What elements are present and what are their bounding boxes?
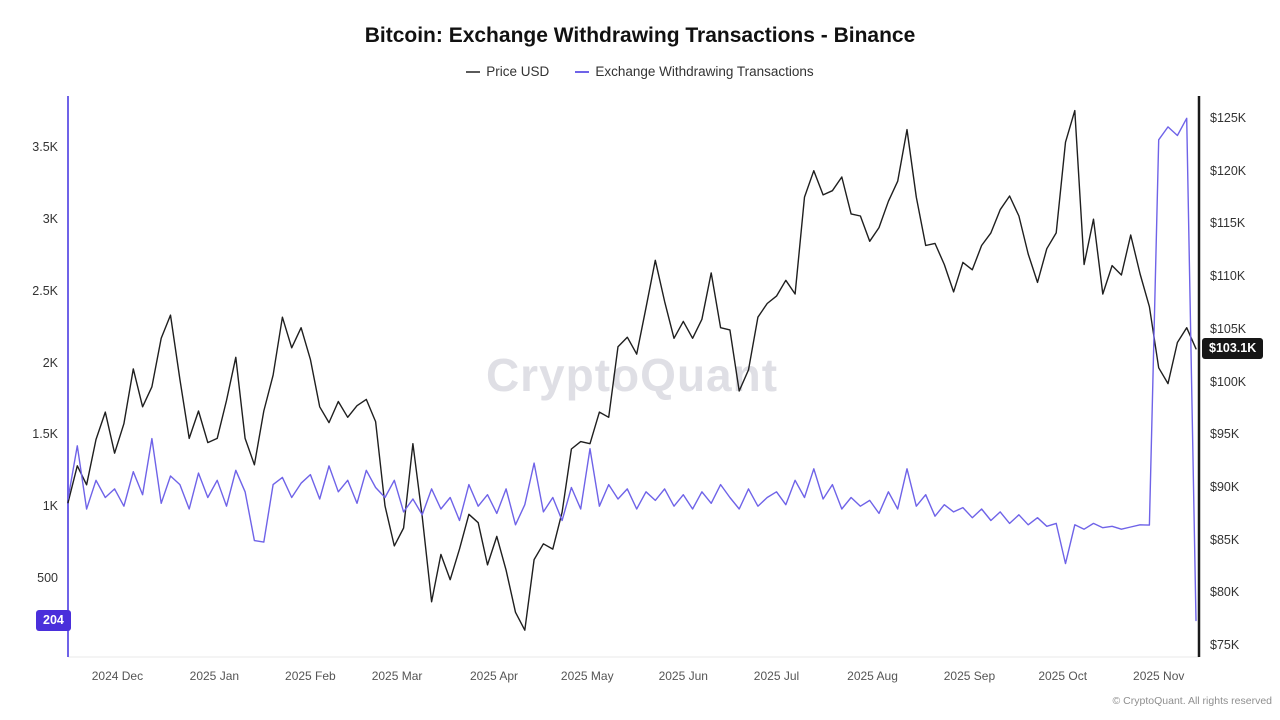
x-axis-tick-label: 2025 Feb bbox=[285, 669, 336, 683]
right-axis-tick-label: $95K bbox=[1210, 427, 1240, 442]
price-line-series bbox=[67, 109, 1197, 631]
right-axis-tick-label: $120K bbox=[1210, 163, 1247, 178]
right-axis-tick-label: $100K bbox=[1210, 374, 1247, 389]
right-axis-tick-label: $110K bbox=[1210, 269, 1246, 284]
left-axis-tick-label: 2.5K bbox=[32, 283, 58, 298]
left-axis-tick-label: 3K bbox=[42, 211, 58, 226]
withdrawals-current-value-badge: 204 bbox=[36, 610, 71, 632]
x-axis-tick-label: 2025 May bbox=[560, 669, 614, 683]
legend-item-withdrawals[interactable]: Exchange Withdrawing Transactions bbox=[575, 64, 814, 79]
left-axis-tick-label: 2K bbox=[42, 355, 58, 370]
legend-label-price: Price USD bbox=[486, 64, 550, 79]
copyright-text: © CryptoQuant. All rights reserved bbox=[1112, 695, 1272, 707]
x-axis-tick-label: 2025 Jun bbox=[658, 669, 708, 683]
legend: Price USD Exchange Withdrawing Transacti… bbox=[0, 64, 1280, 79]
x-axis-tick-label: 2025 Sep bbox=[943, 669, 996, 683]
legend-label-withdrawals: Exchange Withdrawing Transactions bbox=[595, 64, 814, 79]
cryptoquant-watermark: CryptoQuant bbox=[485, 349, 779, 401]
left-axis-tick-label: 500 bbox=[37, 571, 58, 585]
x-axis-tick-label: 2025 Mar bbox=[371, 669, 423, 683]
withdrawals-series-dash-icon bbox=[575, 70, 590, 73]
x-axis-tick-label: 2025 Apr bbox=[469, 669, 519, 683]
right-axis-tick-label: $75K bbox=[1210, 638, 1240, 652]
chart-title: Bitcoin: Exchange Withdrawing Transactio… bbox=[364, 24, 916, 47]
right-axis-tick-label: $105K bbox=[1210, 321, 1247, 336]
right-axis-tick-label: $115K bbox=[1210, 216, 1246, 231]
right-axis-tick-label: $90K bbox=[1210, 479, 1240, 494]
x-axis-tick-label: 2024 Dec bbox=[91, 669, 144, 683]
price-current-value-badge: $103.1K bbox=[1202, 338, 1264, 360]
right-axis-tick-label: $125K bbox=[1210, 111, 1247, 125]
x-axis-tick-label: 2025 Nov bbox=[1133, 669, 1185, 683]
x-axis-tick-label: 2025 Aug bbox=[847, 669, 898, 683]
withdrawals-line-series bbox=[67, 117, 1197, 622]
x-axis-tick-label: 2025 Jul bbox=[753, 669, 800, 683]
legend-item-price[interactable]: Price USD bbox=[466, 64, 549, 79]
left-axis-tick-label: 1.5K bbox=[32, 427, 58, 442]
left-axis-tick-label: 3.5K bbox=[32, 140, 58, 154]
x-axis-tick-label: 2025 Jan bbox=[189, 669, 240, 683]
left-axis-tick-label: 1K bbox=[42, 499, 58, 514]
right-axis-tick-label: $80K bbox=[1210, 585, 1240, 600]
price-series-dash-icon bbox=[466, 70, 481, 73]
x-axis-tick-label: 2025 Oct bbox=[1038, 669, 1088, 683]
right-axis-tick-label: $85K bbox=[1210, 532, 1240, 547]
